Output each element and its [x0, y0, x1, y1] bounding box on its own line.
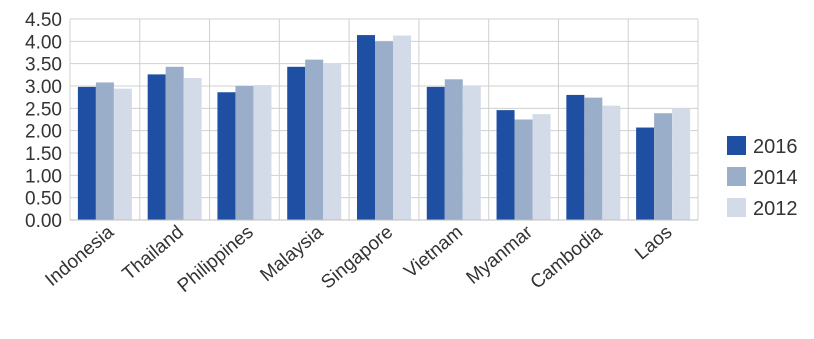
legend-swatch	[727, 167, 746, 186]
bar-vietnam-2014	[444, 79, 463, 220]
category-label: Singapore	[317, 222, 397, 294]
y-tick-label: 2.50	[25, 99, 62, 120]
y-tick-label: 3.50	[25, 55, 62, 76]
bar-philippines-2014	[235, 86, 254, 220]
bar-indonesia-2012	[113, 88, 132, 221]
bar-thailand-2016	[147, 74, 166, 221]
bar-philippines-2016	[217, 92, 236, 220]
category-label: Malaysia	[256, 221, 327, 286]
category-label: Cambodia	[527, 221, 607, 293]
legend-swatch	[727, 198, 746, 217]
bar-vietnam-2016	[426, 86, 445, 220]
legend-swatch	[727, 136, 746, 155]
bar-thailand-2012	[183, 77, 202, 221]
bar-myanmar-2012	[532, 114, 551, 220]
bar-indonesia-2014	[95, 82, 114, 220]
y-tick-labels: 0.000.501.001.502.002.503.003.504.004.50	[25, 10, 62, 232]
y-tick-label: 4.00	[25, 32, 62, 53]
bar-laos-2012	[672, 108, 691, 220]
y-tick-label: 0.00	[25, 211, 62, 232]
bar-philippines-2012	[253, 85, 272, 221]
bar-myanmar-2016	[496, 110, 515, 220]
category-label: Myanmar	[463, 221, 538, 288]
legend: 2016 2014 2012	[727, 136, 798, 220]
bar-malaysia-2016	[287, 66, 306, 220]
category-label: Laos	[631, 222, 676, 265]
bar-malaysia-2014	[305, 59, 324, 220]
category-label: Vietnam	[400, 222, 467, 283]
category-label: Philippines	[174, 222, 258, 297]
bar-cambodia-2016	[566, 94, 585, 220]
category-labels: Indonesia ThailandPhilippinesMalaysiaSing…	[41, 221, 676, 297]
bars	[77, 35, 691, 221]
y-tick-label: 2.00	[25, 122, 62, 143]
y-tick-label: 1.00	[25, 166, 62, 187]
bar-malaysia-2012	[323, 63, 342, 220]
bar-vietnam-2012	[462, 86, 481, 220]
bar-cambodia-2012	[602, 105, 621, 220]
bar-singapore-2016	[357, 35, 375, 220]
bar-indonesia-2016	[77, 86, 96, 220]
legend-label: 2016	[753, 136, 798, 158]
bar-laos-2016	[636, 127, 655, 220]
category-label: Thailand	[119, 222, 188, 285]
y-tick-label: 4.50	[25, 10, 62, 31]
bar-singapore-2012	[393, 35, 411, 220]
bar-myanmar-2014	[514, 119, 533, 220]
y-tick-label: 1.50	[25, 144, 62, 165]
bar-singapore-2014	[375, 41, 393, 221]
bar-cambodia-2014	[584, 97, 603, 220]
bar-thailand-2014	[165, 66, 184, 220]
y-tick-label: 3.00	[25, 77, 62, 98]
legend-label: 2012	[753, 198, 798, 220]
y-tick-label: 0.50	[25, 189, 62, 210]
bar-laos-2014	[654, 113, 673, 220]
legend-label: 2014	[753, 167, 798, 189]
